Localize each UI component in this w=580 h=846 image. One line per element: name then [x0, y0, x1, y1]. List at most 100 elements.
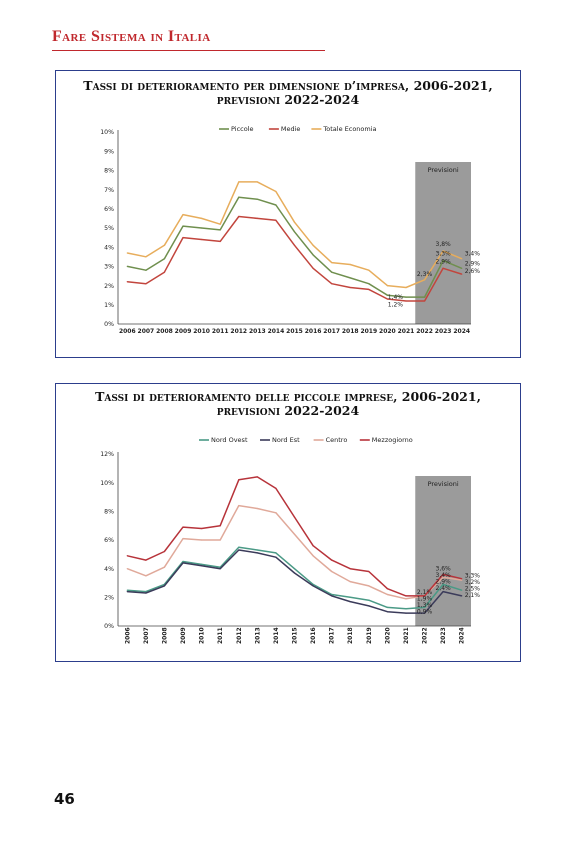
data-point	[219, 229, 221, 231]
data-label: 1,9%	[417, 595, 433, 602]
data-point	[145, 559, 147, 561]
y-tick-label: 6%	[104, 537, 114, 544]
data-point	[405, 598, 407, 600]
data-point	[293, 572, 296, 574]
x-tick-label: 2007	[138, 328, 155, 335]
data-point	[423, 606, 426, 608]
data-point	[182, 537, 184, 540]
data-point	[349, 263, 351, 266]
series-line-nord-ovest	[127, 546, 462, 610]
x-tick-label: 2024	[459, 627, 466, 644]
legend-label: Piccole	[231, 125, 254, 133]
data-point	[238, 181, 240, 183]
forecast-label: Previsioni	[428, 166, 459, 174]
data-point	[293, 533, 296, 535]
chart-panel-piccole: Tassi di deterioramento delle piccole im…	[55, 383, 521, 662]
data-point	[275, 487, 277, 489]
legend-label: Nord Ovest	[211, 436, 248, 444]
y-tick-label: 3%	[104, 264, 114, 271]
data-point	[349, 580, 351, 583]
x-tick-label: 2016	[310, 627, 317, 644]
x-tick-label: 2015	[286, 328, 303, 335]
data-point	[201, 527, 203, 530]
series-line-nord-est	[127, 549, 462, 614]
data-point	[423, 296, 426, 298]
data-point	[461, 267, 463, 269]
data-point	[163, 258, 166, 260]
data-point	[331, 283, 333, 285]
y-tick-label: 8%	[104, 168, 114, 175]
data-point	[442, 573, 444, 575]
x-tick-label: 2015	[292, 627, 299, 644]
page-number: 46	[54, 790, 75, 808]
x-tick-label: 2006	[124, 627, 131, 644]
data-point	[256, 217, 258, 219]
data-point	[275, 190, 277, 193]
data-label: 2,9%	[436, 258, 452, 265]
data-point	[442, 250, 444, 252]
data-label: 3,3%	[465, 573, 481, 580]
y-tick-label: 6%	[104, 206, 114, 213]
data-point	[126, 555, 128, 557]
data-point	[219, 539, 221, 541]
data-point	[312, 267, 314, 269]
x-tick-label: 2021	[403, 627, 410, 644]
data-point	[238, 546, 240, 548]
x-tick-label: 2012	[236, 627, 243, 644]
x-tick-label: 2013	[249, 328, 266, 335]
data-label: 2,9%	[436, 578, 452, 585]
data-point	[368, 585, 370, 587]
y-tick-label: 8%	[104, 509, 114, 516]
chart-title: Tassi di deterioramento per dimensione d…	[56, 79, 520, 107]
x-tick-label: 2022	[416, 328, 433, 335]
forecast-band	[415, 476, 471, 626]
x-tick-label: 2009	[175, 328, 192, 335]
data-point	[182, 213, 184, 216]
x-tick-label: 2018	[347, 627, 354, 644]
x-tick-label: 2020	[384, 627, 391, 644]
x-tick-label: 2019	[366, 627, 373, 644]
data-point	[386, 294, 388, 296]
data-point	[461, 273, 463, 275]
y-tick-label: 0%	[104, 623, 114, 630]
x-tick-label: 2023	[435, 328, 452, 335]
data-label: 2,6%	[465, 268, 481, 275]
data-point	[349, 286, 351, 289]
data-point	[312, 555, 314, 557]
data-point	[386, 285, 388, 287]
data-point	[182, 526, 184, 528]
x-tick-label: 2013	[254, 627, 261, 644]
x-tick-label: 2012	[230, 328, 247, 335]
forecast-label: Previsioni	[428, 480, 459, 488]
data-point	[126, 591, 128, 593]
data-point	[126, 568, 128, 570]
x-tick-label: 2007	[143, 627, 150, 644]
data-point	[275, 204, 277, 206]
data-point	[163, 585, 166, 587]
data-point	[275, 219, 277, 221]
data-point	[423, 612, 426, 614]
data-point	[219, 568, 221, 570]
legend-label: Nord Est	[272, 436, 300, 444]
data-point	[368, 605, 370, 607]
y-tick-label: 4%	[104, 566, 114, 573]
data-point	[275, 552, 277, 554]
data-point	[238, 479, 240, 481]
y-tick-label: 12%	[100, 451, 114, 458]
chart-title-line-1: Tassi di deterioramento delle piccole im…	[95, 389, 481, 404]
data-point	[126, 281, 128, 283]
data-point	[312, 583, 314, 586]
y-tick-label: 2%	[104, 283, 114, 290]
data-point	[312, 254, 314, 256]
data-point	[219, 525, 221, 527]
data-label: 3,3%	[436, 251, 452, 258]
x-tick-label: 2008	[156, 328, 173, 335]
data-point	[126, 589, 128, 591]
data-label: 2,9%	[465, 260, 481, 267]
data-point	[349, 596, 351, 598]
x-tick-label: 2011	[217, 627, 224, 644]
x-tick-label: 2016	[305, 328, 322, 335]
data-point	[461, 578, 463, 580]
data-point	[163, 566, 166, 568]
data-point	[163, 271, 166, 273]
